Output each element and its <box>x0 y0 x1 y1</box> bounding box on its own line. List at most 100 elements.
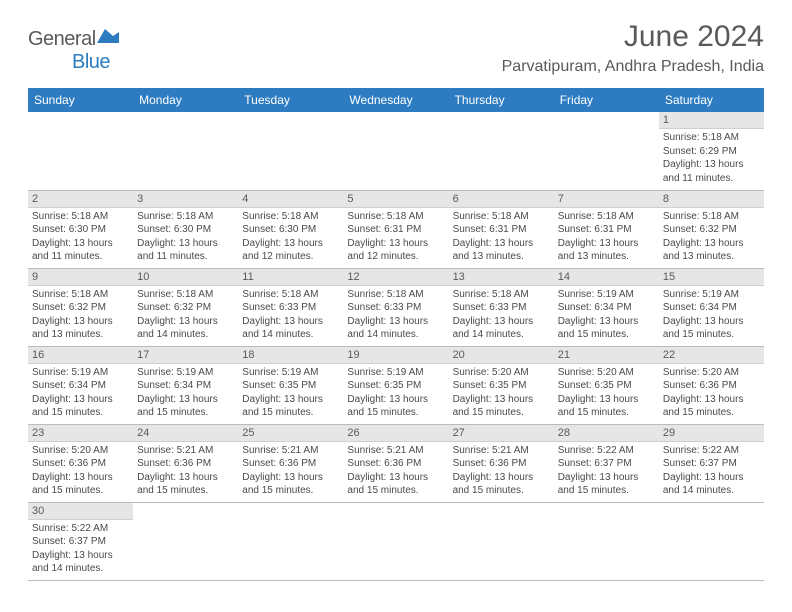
day-number: 10 <box>133 269 238 286</box>
calendar-cell: 5Sunrise: 5:18 AMSunset: 6:31 PMDaylight… <box>343 190 448 268</box>
calendar-cell: 30Sunrise: 5:22 AMSunset: 6:37 PMDayligh… <box>28 502 133 580</box>
day-number: 9 <box>28 269 133 286</box>
day-number: 2 <box>28 191 133 208</box>
calendar-cell: 10Sunrise: 5:18 AMSunset: 6:32 PMDayligh… <box>133 268 238 346</box>
calendar-cell: 23Sunrise: 5:20 AMSunset: 6:36 PMDayligh… <box>28 424 133 502</box>
calendar-body: 1Sunrise: 5:18 AMSunset: 6:29 PMDaylight… <box>28 112 764 580</box>
day-details: Sunrise: 5:18 AMSunset: 6:31 PMDaylight:… <box>343 208 448 266</box>
day-header: Monday <box>133 88 238 112</box>
day-details: Sunrise: 5:18 AMSunset: 6:33 PMDaylight:… <box>343 286 448 344</box>
calendar-cell-empty <box>554 112 659 190</box>
calendar-cell: 27Sunrise: 5:21 AMSunset: 6:36 PMDayligh… <box>449 424 554 502</box>
calendar-cell-empty <box>133 112 238 190</box>
day-details: Sunrise: 5:18 AMSunset: 6:29 PMDaylight:… <box>659 129 764 187</box>
day-details: Sunrise: 5:18 AMSunset: 6:33 PMDaylight:… <box>449 286 554 344</box>
calendar-cell: 7Sunrise: 5:18 AMSunset: 6:31 PMDaylight… <box>554 190 659 268</box>
day-details: Sunrise: 5:18 AMSunset: 6:30 PMDaylight:… <box>238 208 343 266</box>
day-details: Sunrise: 5:18 AMSunset: 6:32 PMDaylight:… <box>28 286 133 344</box>
day-details: Sunrise: 5:19 AMSunset: 6:34 PMDaylight:… <box>133 364 238 422</box>
day-header: Tuesday <box>238 88 343 112</box>
calendar-cell: 25Sunrise: 5:21 AMSunset: 6:36 PMDayligh… <box>238 424 343 502</box>
day-details: Sunrise: 5:20 AMSunset: 6:35 PMDaylight:… <box>554 364 659 422</box>
logo: General Blue <box>28 20 119 74</box>
calendar-cell-empty <box>133 502 238 580</box>
day-details: Sunrise: 5:18 AMSunset: 6:31 PMDaylight:… <box>554 208 659 266</box>
day-details: Sunrise: 5:18 AMSunset: 6:32 PMDaylight:… <box>659 208 764 266</box>
calendar-cell: 12Sunrise: 5:18 AMSunset: 6:33 PMDayligh… <box>343 268 448 346</box>
day-details: Sunrise: 5:19 AMSunset: 6:35 PMDaylight:… <box>238 364 343 422</box>
calendar-cell-empty <box>343 502 448 580</box>
day-number: 1 <box>659 112 764 129</box>
day-number: 15 <box>659 269 764 286</box>
calendar-cell: 8Sunrise: 5:18 AMSunset: 6:32 PMDaylight… <box>659 190 764 268</box>
calendar-cell: 11Sunrise: 5:18 AMSunset: 6:33 PMDayligh… <box>238 268 343 346</box>
calendar-week-row: 23Sunrise: 5:20 AMSunset: 6:36 PMDayligh… <box>28 424 764 502</box>
calendar-cell: 3Sunrise: 5:18 AMSunset: 6:30 PMDaylight… <box>133 190 238 268</box>
month-title: June 2024 <box>502 20 764 54</box>
day-number: 6 <box>449 191 554 208</box>
day-number: 29 <box>659 425 764 442</box>
day-number: 22 <box>659 347 764 364</box>
day-header: Friday <box>554 88 659 112</box>
calendar-cell: 21Sunrise: 5:20 AMSunset: 6:35 PMDayligh… <box>554 346 659 424</box>
calendar-cell: 20Sunrise: 5:20 AMSunset: 6:35 PMDayligh… <box>449 346 554 424</box>
calendar-cell: 24Sunrise: 5:21 AMSunset: 6:36 PMDayligh… <box>133 424 238 502</box>
calendar-cell: 19Sunrise: 5:19 AMSunset: 6:35 PMDayligh… <box>343 346 448 424</box>
day-number: 24 <box>133 425 238 442</box>
calendar-week-row: 16Sunrise: 5:19 AMSunset: 6:34 PMDayligh… <box>28 346 764 424</box>
day-number: 18 <box>238 347 343 364</box>
day-number: 12 <box>343 269 448 286</box>
day-header: Wednesday <box>343 88 448 112</box>
calendar-cell: 17Sunrise: 5:19 AMSunset: 6:34 PMDayligh… <box>133 346 238 424</box>
day-number: 28 <box>554 425 659 442</box>
day-number: 21 <box>554 347 659 364</box>
calendar-cell-empty <box>659 502 764 580</box>
day-number: 14 <box>554 269 659 286</box>
day-details: Sunrise: 5:19 AMSunset: 6:35 PMDaylight:… <box>343 364 448 422</box>
logo-text-blue: Blue <box>72 51 110 73</box>
day-number: 23 <box>28 425 133 442</box>
calendar-cell-empty <box>449 502 554 580</box>
calendar-cell: 6Sunrise: 5:18 AMSunset: 6:31 PMDaylight… <box>449 190 554 268</box>
calendar-week-row: 1Sunrise: 5:18 AMSunset: 6:29 PMDaylight… <box>28 112 764 190</box>
calendar-cell: 15Sunrise: 5:19 AMSunset: 6:34 PMDayligh… <box>659 268 764 346</box>
day-details: Sunrise: 5:18 AMSunset: 6:32 PMDaylight:… <box>133 286 238 344</box>
day-details: Sunrise: 5:21 AMSunset: 6:36 PMDaylight:… <box>449 442 554 500</box>
calendar-week-row: 9Sunrise: 5:18 AMSunset: 6:32 PMDaylight… <box>28 268 764 346</box>
day-details: Sunrise: 5:21 AMSunset: 6:36 PMDaylight:… <box>238 442 343 500</box>
day-number: 8 <box>659 191 764 208</box>
calendar-cell: 1Sunrise: 5:18 AMSunset: 6:29 PMDaylight… <box>659 112 764 190</box>
day-details: Sunrise: 5:18 AMSunset: 6:30 PMDaylight:… <box>28 208 133 266</box>
day-details: Sunrise: 5:18 AMSunset: 6:33 PMDaylight:… <box>238 286 343 344</box>
day-number: 4 <box>238 191 343 208</box>
page-header: General Blue June 2024 Parvatipuram, And… <box>28 20 764 76</box>
day-details: Sunrise: 5:18 AMSunset: 6:30 PMDaylight:… <box>133 208 238 266</box>
calendar-grid: SundayMondayTuesdayWednesdayThursdayFrid… <box>28 88 764 581</box>
location-text: Parvatipuram, Andhra Pradesh, India <box>502 58 764 76</box>
logo-flag-icon <box>97 28 119 51</box>
day-number: 27 <box>449 425 554 442</box>
calendar-cell: 26Sunrise: 5:21 AMSunset: 6:36 PMDayligh… <box>343 424 448 502</box>
calendar-cell: 22Sunrise: 5:20 AMSunset: 6:36 PMDayligh… <box>659 346 764 424</box>
day-number: 17 <box>133 347 238 364</box>
day-details: Sunrise: 5:20 AMSunset: 6:36 PMDaylight:… <box>28 442 133 500</box>
calendar-cell-empty <box>449 112 554 190</box>
day-details: Sunrise: 5:22 AMSunset: 6:37 PMDaylight:… <box>554 442 659 500</box>
title-block: June 2024 Parvatipuram, Andhra Pradesh, … <box>502 20 764 76</box>
logo-text-general: General <box>28 28 96 50</box>
day-number: 7 <box>554 191 659 208</box>
day-number: 30 <box>28 503 133 520</box>
day-details: Sunrise: 5:19 AMSunset: 6:34 PMDaylight:… <box>28 364 133 422</box>
day-details: Sunrise: 5:21 AMSunset: 6:36 PMDaylight:… <box>133 442 238 500</box>
day-header: Thursday <box>449 88 554 112</box>
calendar-cell-empty <box>343 112 448 190</box>
day-number: 19 <box>343 347 448 364</box>
day-number: 26 <box>343 425 448 442</box>
calendar-week-row: 2Sunrise: 5:18 AMSunset: 6:30 PMDaylight… <box>28 190 764 268</box>
calendar-cell: 16Sunrise: 5:19 AMSunset: 6:34 PMDayligh… <box>28 346 133 424</box>
day-number: 5 <box>343 191 448 208</box>
day-details: Sunrise: 5:22 AMSunset: 6:37 PMDaylight:… <box>28 520 133 578</box>
day-number: 11 <box>238 269 343 286</box>
day-details: Sunrise: 5:19 AMSunset: 6:34 PMDaylight:… <box>659 286 764 344</box>
calendar-cell-empty <box>554 502 659 580</box>
